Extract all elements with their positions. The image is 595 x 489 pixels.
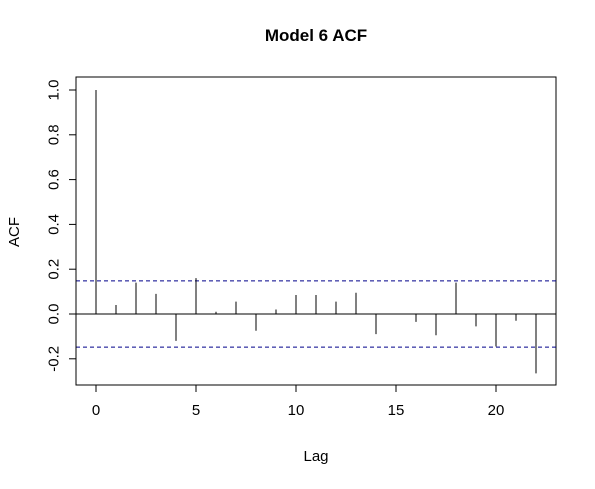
- y-axis-label: ACF: [6, 217, 23, 247]
- y-tick-label: 1.0: [46, 80, 63, 101]
- y-axis: -0.2 0.0 0.2 0.4 0.6 0.8 1.0: [46, 80, 77, 372]
- y-tick-label: 0.4: [46, 214, 63, 235]
- x-tick-label: 5: [192, 402, 200, 419]
- x-axis-label: Lag: [303, 448, 328, 465]
- plot-area-border: [75, 76, 557, 386]
- x-tick-label: 10: [288, 402, 305, 419]
- y-tick-label: 0.8: [46, 124, 63, 145]
- y-tick-label: -0.2: [46, 346, 63, 372]
- x-axis: 0 5 10 15 20: [92, 384, 505, 419]
- x-tick-label: 15: [388, 402, 405, 419]
- y-tick-label: 0.2: [46, 259, 63, 280]
- y-tick-label: 0.6: [46, 169, 63, 190]
- x-tick-label: 20: [488, 402, 505, 419]
- x-tick-label: 0: [92, 402, 100, 419]
- chart-title: Model 6 ACF: [265, 26, 367, 45]
- y-tick-label: 0.0: [46, 304, 63, 325]
